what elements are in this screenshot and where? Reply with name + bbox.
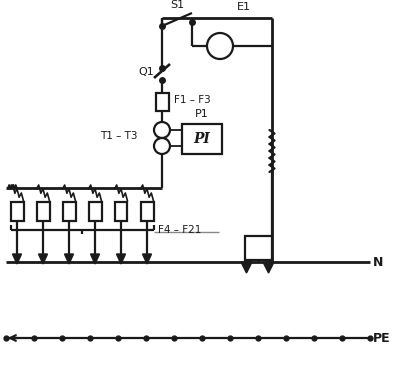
Polygon shape (116, 254, 126, 264)
Bar (182, 124, 222, 154)
Text: Q1: Q1 (138, 67, 154, 77)
Bar (10, 202, 24, 221)
Text: T1 – T3: T1 – T3 (100, 131, 138, 141)
Circle shape (154, 138, 170, 154)
Polygon shape (90, 254, 100, 264)
Bar (62, 202, 76, 221)
Text: PE: PE (373, 331, 391, 345)
Polygon shape (241, 262, 252, 273)
Bar (36, 202, 50, 221)
Circle shape (154, 122, 170, 138)
Bar (88, 202, 102, 221)
Bar (156, 93, 168, 111)
Text: F1 – F3: F1 – F3 (174, 95, 210, 105)
Text: S1: S1 (170, 0, 184, 10)
Bar (245, 236, 272, 260)
Text: PI: PI (194, 132, 210, 146)
Polygon shape (263, 262, 274, 273)
Polygon shape (64, 254, 74, 264)
Text: E1: E1 (237, 2, 251, 12)
Polygon shape (12, 254, 22, 264)
Polygon shape (38, 254, 48, 264)
Bar (114, 202, 128, 221)
Circle shape (207, 33, 233, 59)
Polygon shape (142, 254, 152, 264)
Text: P1: P1 (195, 109, 209, 119)
Bar (140, 202, 154, 221)
Text: F4 – F21: F4 – F21 (158, 225, 202, 235)
Text: N: N (373, 255, 383, 269)
